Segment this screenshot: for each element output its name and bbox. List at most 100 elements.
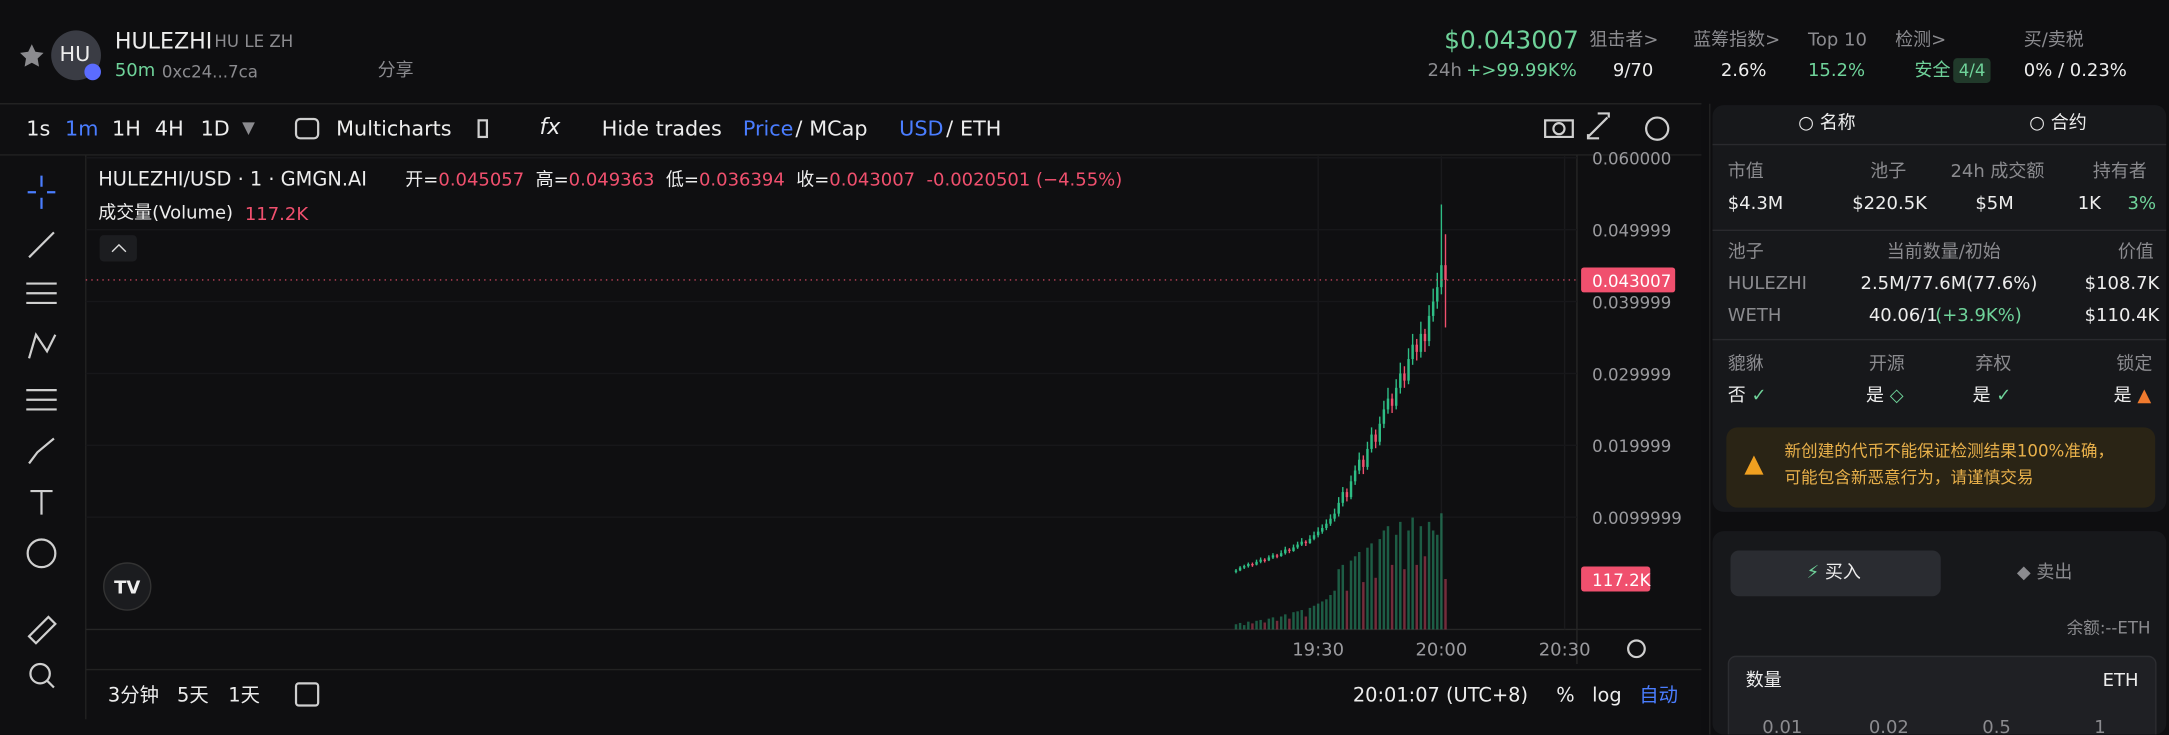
add-chart[interactable] bbox=[294, 117, 320, 140]
mcap-toggle[interactable]: MCap bbox=[809, 116, 868, 142]
candle-type[interactable] bbox=[477, 119, 489, 139]
volume-bar bbox=[1279, 616, 1283, 630]
fib-tool[interactable] bbox=[26, 282, 57, 305]
interval[interactable]: 1H bbox=[112, 116, 141, 142]
volume-bar bbox=[1321, 601, 1324, 630]
range-button[interactable]: 3分钟 bbox=[107, 684, 159, 707]
sell-tab[interactable]: ◆ 卖出 bbox=[2016, 562, 2073, 584]
collapse-button[interactable] bbox=[99, 235, 137, 262]
interval[interactable]: 1D bbox=[200, 116, 230, 142]
multicharts[interactable]: Multicharts bbox=[336, 116, 452, 142]
y-tick-label: 0.049999 bbox=[1592, 222, 1671, 241]
zoom-tool[interactable] bbox=[29, 662, 51, 685]
candle-body bbox=[1407, 359, 1410, 381]
auto-toggle[interactable]: 自动 bbox=[1639, 684, 1678, 707]
y-tick-label: 0.029999 bbox=[1592, 365, 1671, 384]
divider bbox=[1712, 229, 2167, 232]
text-tool[interactable] bbox=[30, 489, 53, 515]
last-price-label: 0.043007 bbox=[1592, 272, 1671, 291]
stat-value: $220.5K bbox=[1852, 193, 1927, 215]
candle-body bbox=[1341, 492, 1345, 503]
volume-bar bbox=[1296, 611, 1299, 630]
interval-menu[interactable]: ▼ bbox=[242, 117, 255, 137]
warning-text: 可能包含新恶意行为，请谨慎交易 bbox=[1784, 467, 2034, 487]
hide-trades[interactable]: Hide trades bbox=[601, 116, 722, 142]
volume-bar bbox=[1271, 617, 1275, 630]
preset[interactable]: 0.02 bbox=[1868, 717, 1909, 735]
volume-bar bbox=[1251, 623, 1254, 630]
volume-bar bbox=[1370, 543, 1373, 630]
volume-bar bbox=[1382, 530, 1386, 630]
share-link[interactable]: 分享 bbox=[377, 60, 414, 82]
candle-body bbox=[1337, 502, 1340, 514]
candle-body bbox=[1263, 559, 1266, 562]
stat-label[interactable]: 检测> bbox=[1895, 30, 1947, 52]
interval[interactable]: 1s bbox=[26, 116, 51, 142]
range-button[interactable]: 1天 bbox=[228, 684, 260, 707]
x-tick-label: 19:30 bbox=[1292, 640, 1344, 661]
preset[interactable]: 0.5 bbox=[1982, 717, 2011, 735]
y-tick-label: 0.0099999 bbox=[1592, 509, 1682, 528]
projection-tool[interactable] bbox=[26, 388, 57, 411]
stat-label[interactable]: 蓝筹指数> bbox=[1693, 30, 1781, 52]
token-address[interactable]: 0xc24...7ca bbox=[161, 62, 258, 82]
settings-icon[interactable] bbox=[1645, 116, 1670, 141]
measure-tool[interactable] bbox=[27, 615, 57, 645]
price-toggle[interactable]: Price bbox=[742, 116, 794, 142]
candle-body bbox=[1394, 387, 1398, 406]
candle-body bbox=[1308, 538, 1312, 544]
stat-value: 1K bbox=[2077, 193, 2101, 215]
eth-toggle[interactable]: ETH bbox=[960, 116, 1002, 142]
flag-text: 否 bbox=[1727, 385, 1746, 407]
volume-bar bbox=[1423, 556, 1427, 630]
indicators[interactable]: fx bbox=[539, 113, 561, 140]
preset[interactable]: 1 bbox=[2094, 717, 2106, 735]
pool-cell: HULEZHI bbox=[1727, 273, 1807, 295]
volume-bar bbox=[1366, 547, 1369, 630]
log-toggle[interactable]: log bbox=[1592, 684, 1622, 707]
stat-label[interactable]: 狙击者> bbox=[1589, 30, 1659, 52]
ohlc-value: 0.043007 bbox=[829, 170, 916, 191]
candle-body bbox=[1378, 423, 1382, 442]
brush-tool[interactable] bbox=[28, 437, 55, 465]
volume-bar bbox=[1357, 551, 1361, 630]
change-value: -0.0020501 bbox=[926, 170, 1031, 191]
line-tool[interactable] bbox=[28, 231, 55, 259]
candle-body bbox=[1247, 563, 1250, 567]
ohlc-value: 0.049363 bbox=[568, 170, 655, 191]
emoji-tool[interactable] bbox=[26, 538, 57, 569]
percent-toggle[interactable]: % bbox=[1556, 684, 1575, 707]
flag-label: 弃权 bbox=[1975, 354, 2012, 375]
crosshair-tool[interactable] bbox=[27, 175, 56, 209]
tv-logo[interactable] bbox=[103, 562, 152, 611]
toolbar-icons[interactable] bbox=[1544, 112, 1610, 140]
favorite-star[interactable] bbox=[20, 44, 44, 67]
candle-body bbox=[1357, 459, 1361, 471]
warning-box bbox=[1726, 427, 2156, 508]
date-range[interactable] bbox=[294, 682, 320, 707]
pool-header: 当前数量/初始 bbox=[1886, 242, 2001, 263]
search-tab[interactable]: ○ 合约 bbox=[2029, 113, 2087, 135]
tab-label: 合约 bbox=[2050, 113, 2087, 135]
stat-value: 9/70 bbox=[1612, 60, 1654, 82]
candle-body bbox=[1316, 531, 1320, 536]
amount-unit: ETH bbox=[2102, 670, 2139, 692]
flag-text: 是 bbox=[1972, 385, 1991, 407]
flag-value: 是 ◇ bbox=[1866, 385, 1904, 407]
candle-body bbox=[1238, 567, 1242, 571]
candle-body bbox=[1304, 541, 1308, 544]
pattern-tool[interactable] bbox=[27, 332, 57, 359]
preset[interactable]: 0.01 bbox=[1762, 717, 1803, 735]
interval[interactable]: 4H bbox=[154, 116, 184, 142]
usd-toggle[interactable]: USD bbox=[899, 116, 944, 142]
volume-bar bbox=[1325, 599, 1328, 630]
search-tab[interactable]: ○ 名称 bbox=[1798, 113, 1856, 135]
stat-header: 24h 成交额 bbox=[1950, 161, 2045, 183]
buy-tab[interactable] bbox=[1730, 550, 1941, 597]
stat-value: 2.6% bbox=[1720, 60, 1767, 82]
axis-settings[interactable] bbox=[1627, 639, 1646, 659]
interval[interactable]: 1m bbox=[65, 116, 99, 142]
range-button[interactable]: 5天 bbox=[177, 684, 209, 707]
volume-bar bbox=[1316, 603, 1320, 630]
flag-label: 貔貅 bbox=[1727, 354, 1764, 375]
